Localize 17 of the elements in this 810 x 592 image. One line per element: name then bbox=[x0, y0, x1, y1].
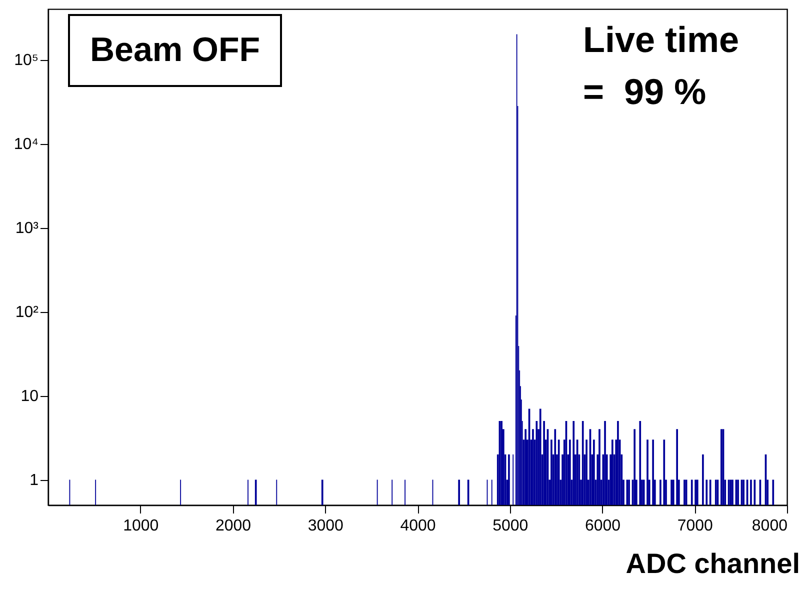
y-tick-label: 10³ bbox=[15, 220, 40, 238]
annotation: Beam OFF bbox=[68, 14, 282, 87]
x-tick-label: 3000 bbox=[308, 518, 344, 534]
y-tick-label: 10 bbox=[20, 388, 39, 406]
annotation: Live time = 99 % bbox=[583, 18, 740, 114]
y-tick-label: 10⁵ bbox=[14, 52, 38, 70]
x-tick-label: 7000 bbox=[677, 518, 714, 534]
x-tick-label: 2000 bbox=[215, 518, 252, 534]
x-tick-label: 6000 bbox=[584, 518, 621, 534]
y-tick-label: 1 bbox=[30, 472, 39, 490]
y-tick-label: 10⁴ bbox=[14, 136, 39, 154]
x-axis-title: ADC channel bbox=[626, 548, 800, 580]
x-tick-label: 1000 bbox=[123, 518, 159, 534]
y-tick-label: 10² bbox=[15, 304, 40, 322]
x-tick-label: 4000 bbox=[400, 518, 436, 534]
x-tick-label: 5000 bbox=[492, 518, 528, 534]
x-tick-label: 8000 bbox=[752, 518, 788, 534]
